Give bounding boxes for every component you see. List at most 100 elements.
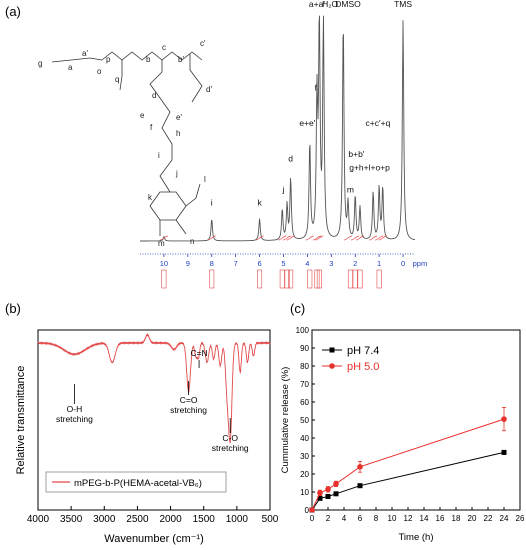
nmr-integral xyxy=(207,235,216,241)
nmr-x-tick-label: 8 xyxy=(210,259,214,268)
ftir-annotation-label: C-O xyxy=(222,433,238,443)
release-point xyxy=(333,491,339,497)
nmr-integral-box xyxy=(347,269,353,289)
structure-label: p xyxy=(106,55,111,64)
panel-label-a: (a) xyxy=(5,4,21,19)
legend-label-ph50: pH 5.0 xyxy=(347,361,379,373)
nmr-peak-label: DMSO xyxy=(335,0,361,9)
release-y-tick-label: 70 xyxy=(300,380,309,389)
nmr-integral-box xyxy=(352,269,358,289)
ftir-annotation-label: C=O xyxy=(180,395,198,405)
ftir-x-tick-label: 500 xyxy=(262,514,279,525)
nmr-x-axis-label: ppm xyxy=(413,259,428,268)
nmr-integral-box xyxy=(316,269,322,289)
ftir-x-tick-label: 4000 xyxy=(27,514,50,525)
release-y-tick-label: 10 xyxy=(300,488,309,497)
nmr-integral xyxy=(378,235,387,241)
nmr-integral-box xyxy=(376,269,382,289)
release-point xyxy=(325,494,331,499)
release-x-tick-label: 6 xyxy=(358,514,363,523)
release-x-axis-label: Time (h) xyxy=(398,532,433,543)
nmr-integral xyxy=(286,235,295,241)
nmr-integral xyxy=(315,235,324,241)
nmr-x-tick-label: 9 xyxy=(186,259,190,268)
release-y-tick-label: 100 xyxy=(296,326,310,335)
nmr-x-tick-label: 5 xyxy=(281,259,285,268)
nmr-integral-box xyxy=(288,269,294,289)
ftir-annotation-label: O-H xyxy=(67,404,83,414)
nmr-peak-label: e+e' xyxy=(299,118,315,128)
nmr-peak-label: b+b' xyxy=(348,149,364,159)
release-point xyxy=(309,507,315,513)
ftir-x-tick-label: 3500 xyxy=(60,514,83,525)
release-x-tick-label: 24 xyxy=(500,514,509,523)
ftir-x-tick-label: 3000 xyxy=(93,514,116,525)
structure-label: c xyxy=(162,43,166,52)
release-x-tick-label: 12 xyxy=(404,514,413,523)
nmr-x-tick-label: 7 xyxy=(234,259,238,268)
ftir-x-tick-label: 1500 xyxy=(193,514,216,525)
nmr-integral xyxy=(369,235,378,241)
nmr-integral xyxy=(305,235,314,241)
structure-label: i xyxy=(158,151,160,160)
release-series-line xyxy=(311,451,505,511)
nmr-peak-label: d xyxy=(288,153,293,163)
ftir-annotation-label: stretching xyxy=(170,405,207,415)
ftir-x-tick-label: 1000 xyxy=(226,514,249,525)
nmr-x-tick-label: 3 xyxy=(329,259,333,268)
nmr-peak-label: j xyxy=(282,184,285,194)
structure-label: j xyxy=(175,169,178,178)
structure-label: c' xyxy=(200,39,206,48)
ftir-plot-area: 4000 3500 3000 2500 2000 1500 1000 500O-Hstretc… xyxy=(27,333,279,525)
ftir-legend-label: mPEG-b-P(HEMA-acetal-VB₆) xyxy=(74,478,202,489)
release-point xyxy=(325,486,331,493)
nmr-peak-label: i xyxy=(211,198,213,208)
release-x-tick-label: 10 xyxy=(388,514,397,523)
ftir-trace xyxy=(37,333,271,444)
nmr-x-tick-label: 2 xyxy=(353,259,357,268)
release-x-tick-label: 16 xyxy=(436,514,445,523)
release-series-line xyxy=(311,418,505,511)
nmr-peak-label: g+h+l+o+p xyxy=(349,162,390,172)
release-x-tick-label: 8 xyxy=(374,514,379,523)
nmr-integral xyxy=(355,235,365,241)
nmr-peak-label: k xyxy=(257,198,262,208)
legend-label-ph74: pH 7.4 xyxy=(347,345,379,357)
nmr-x-tick-label: 0 xyxy=(401,259,405,268)
release-point xyxy=(357,483,363,489)
release-y-tick-label: 30 xyxy=(300,452,309,461)
structure-label: q xyxy=(115,75,119,84)
release-point xyxy=(317,495,323,501)
release-point xyxy=(501,416,507,422)
ftir-y-axis-label: Relative transmittance xyxy=(15,366,27,475)
release-y-tick-label: 40 xyxy=(300,434,309,443)
release-x-tick-label: 2 xyxy=(326,514,331,523)
nmr-integral-box xyxy=(357,269,363,289)
structure-label: o xyxy=(97,67,102,76)
structure-label: a xyxy=(68,63,73,72)
panel-label-b: (b) xyxy=(5,301,21,316)
release-point xyxy=(317,490,323,496)
structure-label: b' xyxy=(178,55,184,64)
release-point xyxy=(501,449,507,455)
nmr-x-tick-label: 1 xyxy=(377,259,381,268)
release-y-tick-label: 50 xyxy=(300,416,309,425)
nmr-integral xyxy=(312,235,322,241)
structure-label: k xyxy=(148,193,153,202)
nmr-spectrum: g a a' p o q b c b' c' d d' e e' f h i j… xyxy=(38,0,428,289)
release-frame xyxy=(311,329,521,511)
nmr-integral xyxy=(278,235,287,241)
nmr-integral-box xyxy=(284,269,290,289)
release-x-tick-label: 22 xyxy=(484,514,493,523)
structure-label: b xyxy=(146,55,151,64)
release-point xyxy=(357,464,363,470)
nmr-integral xyxy=(159,235,168,241)
release-x-tick-label: 18 xyxy=(452,514,461,523)
release-y-tick-label: 80 xyxy=(300,362,309,371)
nmr-peak-label: c+c'+q xyxy=(366,118,391,128)
structure-labels: g a a' p o q b c b' c' d d' e e' f h i j… xyxy=(38,39,212,248)
